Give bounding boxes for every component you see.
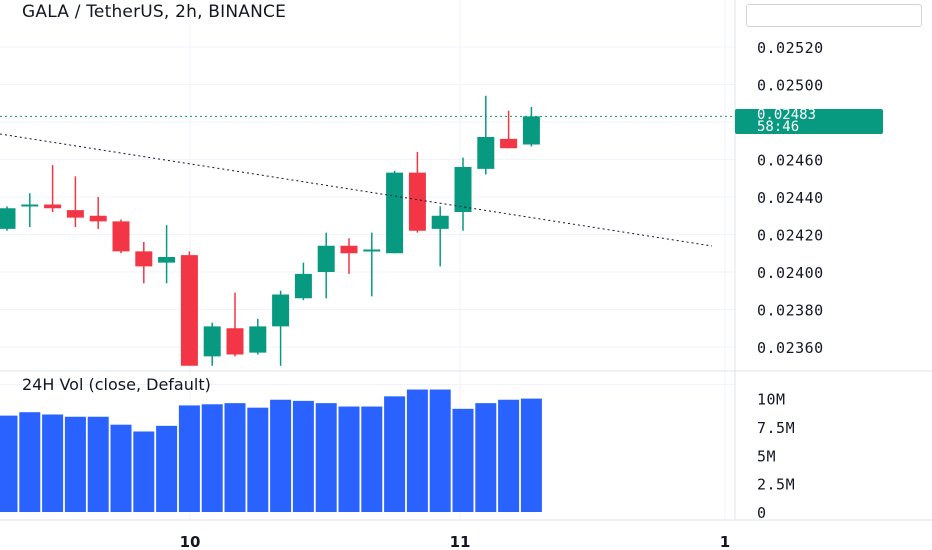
candle-body [500,138,518,149]
volume-bar [338,406,360,512]
volume-bar [498,399,520,512]
volume-tick-label: 5M [757,447,776,465]
candle-body [66,210,84,218]
price-tick-label: 0.02360 [757,339,824,357]
volume-bar [315,403,337,512]
volume-bar [429,389,451,512]
volume-bars-layer [0,389,542,512]
candle-body [317,245,335,272]
price-tick-label: 0.02400 [757,264,824,282]
volume-bar [270,399,292,512]
candle-body [363,249,381,252]
last-price-tag: 0.02483 58:46 [735,107,883,135]
price-tick-label: 0.02420 [757,227,824,245]
candle-body [21,204,39,207]
volume-tick-label: 2.5M [757,476,795,494]
price-tick-label: 0.02380 [757,302,824,320]
volume-bar [406,389,428,512]
price-tick-label: 0.02520 [757,39,824,57]
price-axis-labels: 0.02520 0.02500 0.02460 0.02440 0.02420 0.024… [757,39,824,522]
volume-bar [201,404,223,512]
volume-bar [110,424,132,512]
last-price-value: 0.02483 [757,107,817,123]
volume-bar [178,405,200,512]
candle-body [203,326,221,357]
grid-lines [0,0,932,521]
volume-bar [133,431,155,512]
candle-body [454,167,472,212]
volume-tick-label: 7.5M [757,419,795,437]
price-tick-label: 0.02500 [757,77,824,95]
time-tick-label: 10 [180,533,201,550]
candle-body [44,204,62,209]
bar-countdown: 58:46 [757,119,800,135]
volume-bar [224,403,246,512]
volume-indicator-title: 24H Vol (close, Default) [22,375,211,394]
volume-tick-label: 10M [757,391,786,409]
trend-line-layer [0,115,735,247]
price-tick-label: 0.02460 [757,152,824,170]
candle-body [249,326,267,353]
time-tick-label: 11 [450,533,471,550]
chart-title: GALA / TetherUS, 2h, BINANCE [22,2,287,22]
volume-bar [384,396,406,512]
candle-body [431,215,449,229]
volume-bar [247,407,269,512]
volume-tick-label: 0 [757,504,767,522]
candle-body [226,328,244,355]
candle-body [408,172,426,231]
candle-body [340,245,358,254]
candle-body [135,251,153,267]
candle-body [477,137,495,169]
candle-body [0,208,16,229]
time-axis-labels: 10 11 1 [180,533,731,550]
candle-body [294,273,312,299]
volume-bar [64,416,86,512]
candle-body [180,255,198,366]
candle-body [272,294,290,327]
time-tick-label: 1 [720,533,730,550]
volume-bar [292,400,314,512]
volume-bar [156,425,178,512]
volume-bar [87,416,109,512]
volume-bar [361,406,383,512]
volume-bar [475,403,497,512]
volume-bar [42,414,64,512]
volume-bar [452,408,474,512]
candles-layer [0,95,540,366]
candle-body [158,257,176,263]
volume-bar [19,412,41,512]
candle-body [522,116,540,145]
trend-line [0,133,713,247]
price-tick-label: 0.02440 [757,189,824,207]
candle-body [89,215,107,222]
volume-bar [0,415,18,512]
top-right-panel[interactable] [746,4,922,27]
candle-body [112,221,130,252]
candle-body [386,172,404,254]
volume-bar [520,398,542,512]
